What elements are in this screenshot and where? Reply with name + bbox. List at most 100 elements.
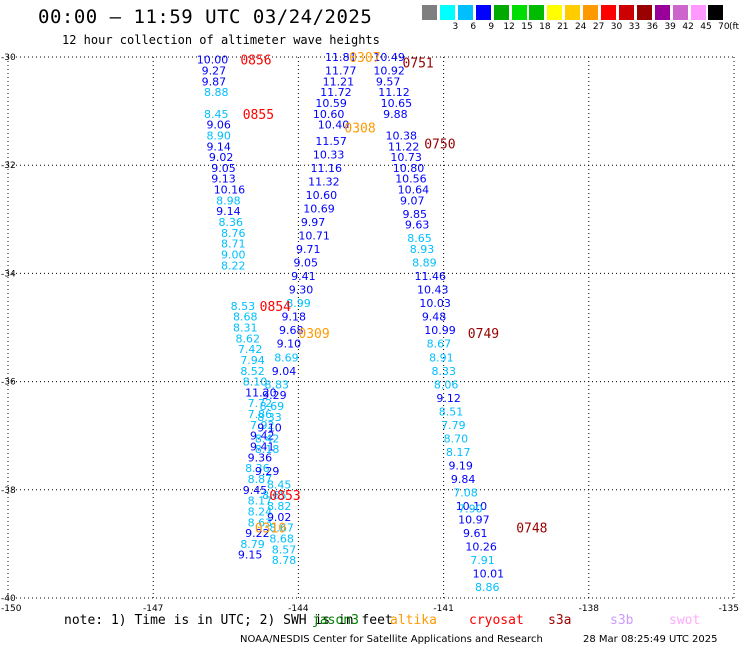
pass-time-label: 0856 xyxy=(240,54,271,69)
wave-height-value: 8.69 xyxy=(260,400,285,413)
wave-height-value: 9.13 xyxy=(211,173,236,186)
wave-height-value: 10.43 xyxy=(417,284,449,297)
wave-height-value: 9.48 xyxy=(422,311,447,324)
wave-height-value: 7.42 xyxy=(238,343,263,356)
satellite-cryosat: cryosat xyxy=(469,613,524,628)
x-tick-label: -144 xyxy=(288,604,309,612)
wave-height-value: 8.57 xyxy=(272,543,297,556)
legend-swatch xyxy=(529,5,545,20)
wave-height-value: 11.21 xyxy=(323,75,355,88)
wave-height-value: 9.27 xyxy=(202,65,227,78)
wave-height-value: 8.76 xyxy=(221,227,246,240)
pass-time-label: 0855 xyxy=(243,108,274,123)
pass-time-label: 0310 xyxy=(255,522,286,537)
wave-height-value: 8.62 xyxy=(235,332,259,345)
wave-height-value: 8.67 xyxy=(427,338,452,351)
wave-height-value: 9.41 xyxy=(291,270,316,283)
wave-height-value: 8.89 xyxy=(412,257,437,270)
wave-height-value: 9.41 xyxy=(250,441,275,454)
legend-swatch xyxy=(511,5,527,20)
legend-swatch xyxy=(618,5,634,20)
wave-height-value: 8.36 xyxy=(245,462,270,475)
pass-time-label: 0750 xyxy=(424,138,455,153)
wave-height-value: 9.19 xyxy=(448,459,473,472)
wave-height-value: 8.52 xyxy=(240,365,265,378)
wave-height-value: 8.53 xyxy=(231,300,256,313)
wave-height-value: 8.82 xyxy=(267,500,292,513)
wave-height-value: 7.72 xyxy=(248,397,273,410)
wave-height-value: 8.45 xyxy=(267,478,292,491)
wave-height-value: 9.22 xyxy=(245,527,270,540)
wave-height-value: 10.40 xyxy=(318,119,350,132)
wave-height-value: 8.42 xyxy=(255,432,280,445)
wave-height-value: 9.07 xyxy=(400,194,425,207)
wave-height-value: 9.04 xyxy=(272,365,297,378)
wave-height-value: 9.12 xyxy=(436,392,461,405)
wave-height-value: 9.63 xyxy=(405,219,430,232)
wave-height-value: 10.80 xyxy=(393,162,425,175)
y-tick-label: -36 xyxy=(1,378,16,388)
legend-label: 36 xyxy=(646,22,659,32)
x-tick-label: -141 xyxy=(433,604,453,612)
legend-swatch xyxy=(547,5,563,20)
wave-height-value: 9.15 xyxy=(238,549,263,562)
wave-height-value: 9.97 xyxy=(301,216,326,229)
legend-label: 15 xyxy=(521,22,533,32)
wave-height-value: 9.00 xyxy=(221,248,246,261)
wave-height-value: 8.65 xyxy=(262,489,287,502)
wave-height-value: 10.71 xyxy=(298,230,330,243)
legend-swatch xyxy=(654,5,670,20)
wave-height-value: 10.60 xyxy=(313,108,345,121)
wave-height-value: 9.29 xyxy=(262,389,287,402)
legend-label: 39 xyxy=(664,22,676,32)
satellite-swot: swot xyxy=(669,613,701,628)
footer-note: note: 1) Time is in UTC; 2) SWH is in fe… xyxy=(64,613,393,628)
wave-height-value: 8.67 xyxy=(269,522,294,535)
wave-height-value: 7.90 xyxy=(458,503,483,516)
legend-label: 6 xyxy=(470,22,477,32)
wave-height-value: 10.38 xyxy=(386,129,418,142)
wave-height-value: 11.81 xyxy=(325,51,357,64)
legend-label: 21 xyxy=(557,22,569,32)
pass-time-label: 0749 xyxy=(468,327,499,342)
wave-height-value: 10.69 xyxy=(303,202,335,215)
wave-height-value: 8.65 xyxy=(407,232,432,245)
legend-swatch xyxy=(708,5,724,20)
wave-height-value: 10.56 xyxy=(395,173,427,186)
wave-height-value: 8.33 xyxy=(432,365,457,378)
wave-height-value: 10.01 xyxy=(473,568,505,581)
y-tick-label: -34 xyxy=(1,269,16,279)
wave-height-value: 8.90 xyxy=(206,129,231,142)
wave-height-value: 8.17 xyxy=(248,495,273,508)
legend-swatch xyxy=(672,5,688,20)
y-tick-label: -38 xyxy=(1,486,16,496)
wave-height-value: 7.79 xyxy=(441,419,466,432)
wave-height-value: 9.10 xyxy=(277,338,302,351)
legend-swatch xyxy=(439,5,455,20)
legend-swatch xyxy=(493,5,509,20)
wave-height-value: 9.87 xyxy=(202,75,227,88)
wave-height-value: 10.49 xyxy=(373,51,405,64)
y-tick-label: -30 xyxy=(1,53,16,63)
wave-height-value: 8.79 xyxy=(240,538,265,551)
x-tick-label: -138 xyxy=(579,604,600,612)
credit-line: NOAA/NESDIS Center for Satellite Applica… xyxy=(240,634,543,645)
wave-height-value: 10.03 xyxy=(419,297,451,310)
satellite-s3b: s3b xyxy=(610,613,634,628)
wave-height-value: 9.14 xyxy=(216,205,241,218)
wave-height-value: 9.29 xyxy=(255,465,280,478)
wave-height-value: 10.26 xyxy=(465,541,497,554)
wave-height-value: 11.20 xyxy=(245,386,277,399)
wave-height-value: 10.16 xyxy=(214,184,246,197)
wave-height-value: 9.18 xyxy=(281,311,306,324)
wave-height-value: 8.87 xyxy=(248,473,273,486)
wave-height-value: 9.68 xyxy=(279,324,304,337)
pass-time-label: 0309 xyxy=(298,327,329,342)
legend-label: 30 xyxy=(610,22,623,32)
wave-height-value: 11.32 xyxy=(308,175,340,188)
wave-height-value: 8.22 xyxy=(221,259,246,272)
wave-height-value: 8.18 xyxy=(255,443,280,456)
wave-height-value: 8.24 xyxy=(248,505,273,518)
legend-label: 27 xyxy=(592,22,605,32)
wave-height-value: 11.57 xyxy=(315,135,347,148)
